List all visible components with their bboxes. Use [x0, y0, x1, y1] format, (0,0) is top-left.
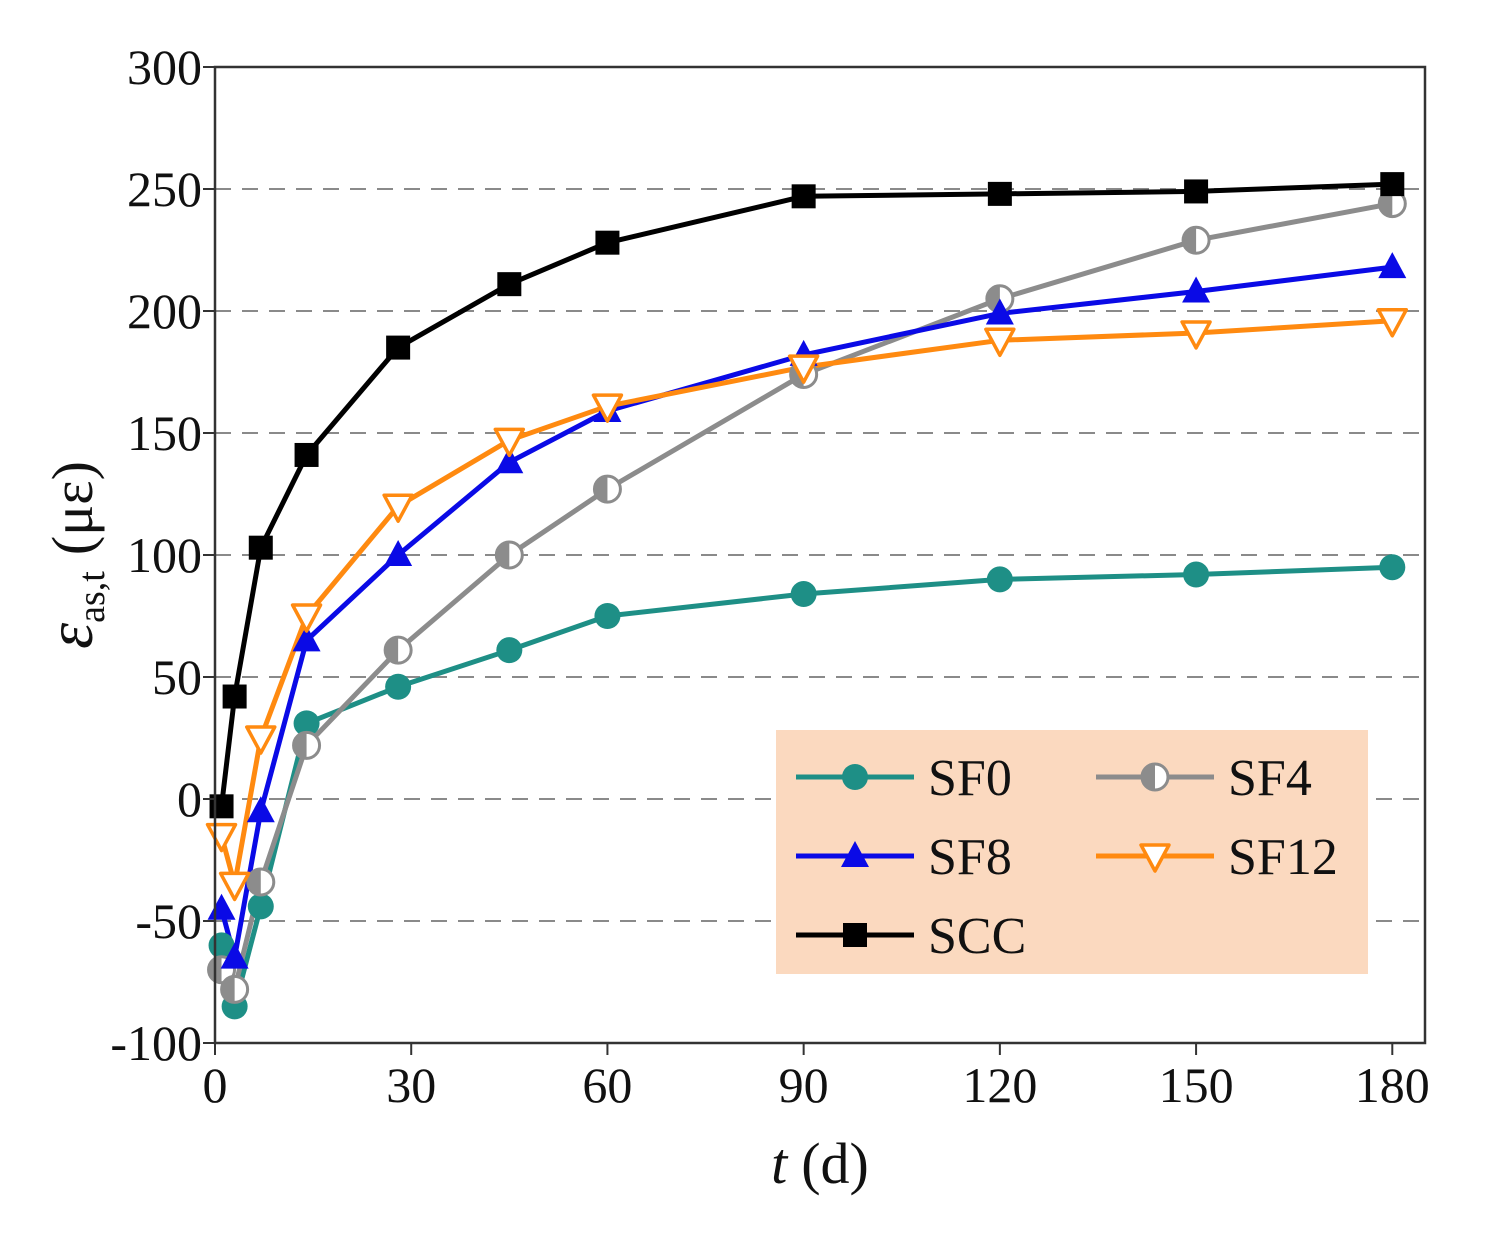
- axis-ticks: -100 -50 0 50 100 150 200 250 300 0 30 60 90 120 150 18…: [110, 39, 1429, 1113]
- data-point-scc: [294, 442, 319, 467]
- data-point-sf12: [218, 871, 251, 902]
- data-point-sf12: [1376, 308, 1409, 338]
- x-tick-label: 90: [779, 1057, 829, 1113]
- legend-label: SCC: [928, 908, 1026, 965]
- data-point-scc: [595, 230, 620, 255]
- data-point-sf12: [591, 393, 624, 423]
- legend-label: SF8: [928, 829, 1012, 886]
- x-axis-label-unit: (d): [801, 1131, 869, 1196]
- x-tick-label: 120: [962, 1057, 1037, 1113]
- data-point-sf0: [1183, 561, 1210, 588]
- x-tick-label: 60: [582, 1057, 632, 1113]
- data-point-sf4: [494, 540, 524, 570]
- legend: SF0 SF4 SF8 SF12 SCC: [776, 730, 1368, 974]
- data-point-sf8: [246, 796, 275, 823]
- data-point-sf0: [1379, 554, 1406, 581]
- legend-label: SF12: [1228, 829, 1338, 886]
- y-tick-label: 150: [127, 405, 202, 461]
- y-tick-label: 50: [152, 649, 202, 705]
- data-point-sf8: [1182, 276, 1211, 303]
- data-point-sf4: [1181, 225, 1211, 255]
- legend-item-sf12: SF12: [1096, 829, 1338, 886]
- data-point-sf4: [1377, 189, 1407, 219]
- y-axis-label-symbol: ε: [34, 623, 107, 649]
- data-point-scc: [987, 181, 1012, 206]
- data-point-sf12: [1180, 320, 1212, 350]
- x-tick-label: 180: [1355, 1057, 1430, 1113]
- data-point-scc: [248, 535, 273, 560]
- marker-half-circle-fill: [221, 976, 235, 1003]
- data-point-sf0: [790, 581, 817, 608]
- data-point-sf8: [220, 942, 249, 969]
- legend-swatch-marker: [841, 841, 869, 867]
- data-point-sf4: [383, 635, 413, 665]
- y-tick-label: 250: [127, 161, 202, 217]
- marker-half-circle-fill: [1142, 764, 1155, 790]
- data-point-scc: [386, 335, 411, 360]
- data-point-sf0: [293, 710, 320, 737]
- y-tick-label: -100: [110, 1015, 202, 1071]
- x-axis-label: t (d): [771, 1131, 869, 1196]
- data-point-sf0: [594, 603, 621, 629]
- legend-item-sf0: SF0: [796, 750, 1012, 807]
- marker-half-circle-fill: [496, 542, 510, 568]
- data-point-sf12: [787, 354, 820, 384]
- legend-label: SF0: [928, 750, 1012, 807]
- y-tick-label: 200: [127, 283, 202, 339]
- legend-swatch-marker: [1139, 843, 1171, 873]
- data-point-scc: [1380, 172, 1405, 197]
- legend-swatch-marker: [843, 923, 867, 947]
- x-axis-label-var: t: [771, 1131, 789, 1196]
- x-tick-label: 30: [386, 1057, 436, 1113]
- data-point-scc: [209, 794, 234, 819]
- y-axis-label-subscript: as,t: [71, 571, 113, 623]
- marker-half-circle-fill: [1183, 227, 1197, 254]
- data-point-sf12: [205, 822, 238, 853]
- legend-item-sf4: SF4: [1096, 750, 1312, 807]
- data-point-sf8: [207, 893, 236, 920]
- grid-lines: [215, 188, 1425, 922]
- legend-item-sf8: SF8: [796, 829, 1012, 886]
- data-point-sf0: [385, 673, 412, 700]
- data-point-sf4: [292, 730, 322, 760]
- x-tick-label: 0: [203, 1057, 228, 1113]
- data-point-sf4: [592, 474, 622, 504]
- legend-item-scc: SCC: [796, 908, 1026, 965]
- data-point-sf0: [496, 637, 523, 664]
- y-axis-label: εas,t (με): [34, 461, 113, 649]
- marker-half-circle-fill: [385, 637, 399, 664]
- data-point-sf0: [247, 893, 274, 920]
- data-point-sf8: [495, 447, 524, 474]
- data-point-sf12: [493, 427, 526, 458]
- data-point-scc: [222, 684, 247, 709]
- data-point-sf12: [382, 493, 414, 523]
- data-point-scc: [791, 184, 816, 209]
- data-point-sf0: [986, 566, 1013, 593]
- data-point-sf12: [984, 327, 1016, 358]
- y-tick-label: 0: [177, 771, 202, 827]
- data-point-sf8: [985, 298, 1014, 325]
- y-tick-label: -50: [135, 893, 202, 949]
- data-point-sf8: [384, 540, 413, 566]
- data-point-sf12: [245, 725, 277, 755]
- data-point-sf4: [220, 974, 250, 1004]
- marker-half-circle-fill: [1379, 190, 1393, 217]
- marker-half-circle-fill: [594, 476, 608, 503]
- y-tick-label: 100: [127, 527, 202, 583]
- data-point-sf4: [246, 867, 276, 897]
- data-point-sf8: [1378, 252, 1407, 279]
- y-tick-label: 300: [127, 39, 202, 95]
- data-point-sf12: [290, 603, 323, 633]
- data-point-sf8: [292, 625, 321, 652]
- marker-half-circle-fill: [293, 732, 307, 759]
- legend-label: SF4: [1228, 750, 1312, 807]
- legend-swatch-marker: [842, 764, 868, 790]
- data-point-scc: [1184, 179, 1209, 204]
- x-tick-label: 150: [1159, 1057, 1234, 1113]
- marker-half-circle-fill: [247, 868, 261, 895]
- y-axis-label-unit: (με): [40, 461, 105, 555]
- data-point-scc: [497, 272, 522, 297]
- legend-swatch-marker: [1140, 762, 1170, 792]
